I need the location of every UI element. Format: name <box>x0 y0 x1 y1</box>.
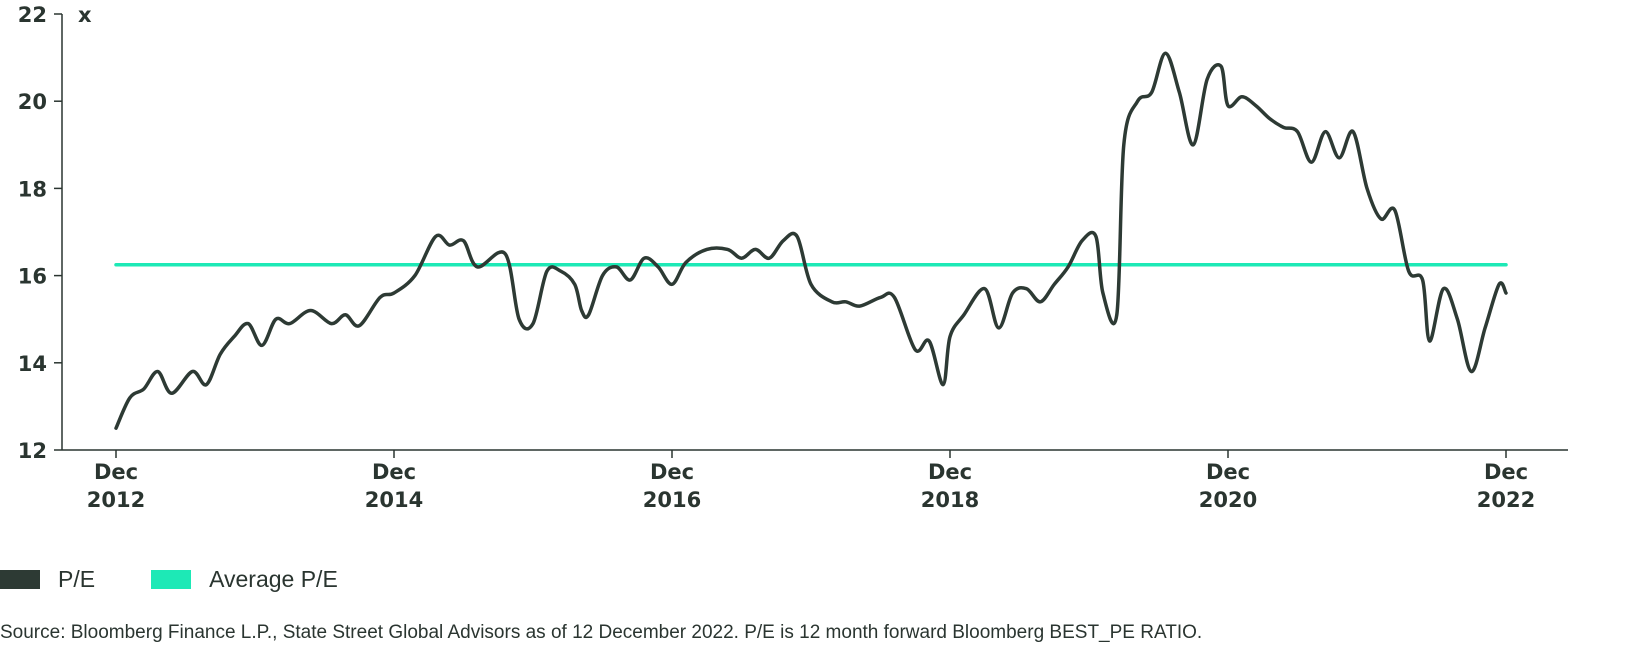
legend-swatch-average-pe <box>151 570 192 589</box>
y-axis: 12 14 16 18 20 22 <box>18 3 63 463</box>
legend-label-average-pe: Average P/E <box>209 566 338 592</box>
series-group <box>114 51 1508 430</box>
y-unit-label: x <box>78 3 92 27</box>
y-tick-label: 20 <box>18 90 47 114</box>
y-tick-label: 22 <box>18 3 47 27</box>
legend-swatch-pe <box>0 570 40 589</box>
x-tick-label-month: Dec <box>372 460 416 484</box>
y-tick-label: 18 <box>18 177 47 201</box>
x-tick-label-year: 2018 <box>921 488 979 512</box>
legend-item-average-pe: Average P/E <box>151 566 338 593</box>
y-tick-label: 16 <box>18 265 47 289</box>
x-tick-label-year: 2022 <box>1477 488 1535 512</box>
x-axis: Dec 2012 Dec 2014 Dec 2016 Dec 2018 Dec 2020 Dec 20… <box>62 449 1568 512</box>
x-tick-label-month: Dec <box>1206 460 1250 484</box>
legend-item-pe: P/E <box>0 566 95 593</box>
series-line-pe <box>114 51 1508 430</box>
source-note: Source: Bloomberg Finance L.P., State St… <box>0 622 1203 643</box>
legend-label-pe: P/E <box>58 566 96 592</box>
x-tick-label-year: 2014 <box>365 488 423 512</box>
x-tick-label-year: 2020 <box>1199 488 1257 512</box>
x-tick-label-month: Dec <box>1484 460 1528 484</box>
x-tick-label-month: Dec <box>650 460 694 484</box>
x-tick-label-month: Dec <box>928 460 972 484</box>
y-tick-label: 14 <box>18 352 47 376</box>
x-tick-label-month: Dec <box>94 460 138 484</box>
x-tick-label-year: 2016 <box>643 488 701 512</box>
x-tick-label-year: 2012 <box>87 488 145 512</box>
legend: P/E Average P/E <box>0 566 394 593</box>
y-tick-label: 12 <box>18 439 47 463</box>
